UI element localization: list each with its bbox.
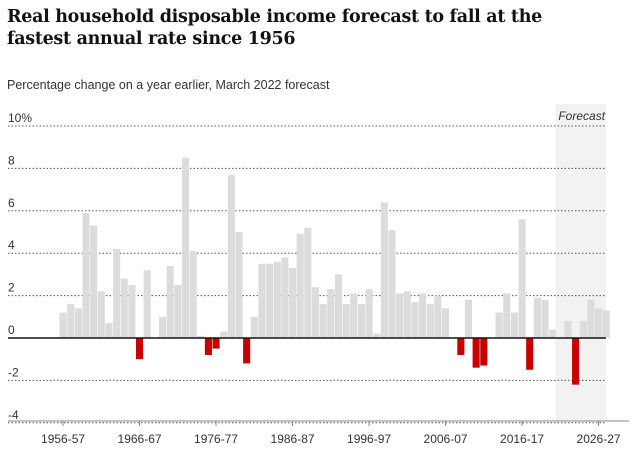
bar xyxy=(434,295,442,338)
bar xyxy=(67,304,75,338)
chart-subtitle: Percentage change on a year earlier, Mar… xyxy=(7,78,330,92)
bar xyxy=(510,312,518,338)
y-tick-label: 8 xyxy=(8,153,15,167)
y-tick-label: -4 xyxy=(8,408,19,422)
bar xyxy=(311,287,320,338)
y-tick-label: 0 xyxy=(8,323,15,337)
y-tick-label: 10% xyxy=(8,111,32,125)
bar xyxy=(342,304,350,338)
bar xyxy=(82,212,90,338)
bar xyxy=(158,316,167,338)
bar xyxy=(220,331,228,338)
bar xyxy=(181,157,189,338)
bar xyxy=(319,304,327,338)
bar xyxy=(59,312,67,338)
bar xyxy=(334,274,342,338)
bar xyxy=(579,321,587,338)
bar xyxy=(419,293,427,338)
bar xyxy=(572,338,580,385)
x-tick-label: 2026-27 xyxy=(577,432,621,446)
bar xyxy=(533,297,541,338)
bar xyxy=(549,329,557,338)
bar xyxy=(464,299,473,338)
bar xyxy=(273,261,281,338)
bar xyxy=(503,293,511,338)
bar xyxy=(74,308,82,338)
x-tick-label: 2006-07 xyxy=(424,432,468,446)
bar xyxy=(166,265,174,338)
bar xyxy=(113,248,121,338)
bar xyxy=(289,268,297,338)
bar xyxy=(235,232,243,338)
bar xyxy=(136,338,144,360)
y-tick-label: -2 xyxy=(8,365,19,379)
x-tick-label: 1986-87 xyxy=(271,432,315,446)
y-tick-label: 6 xyxy=(8,196,15,210)
bar xyxy=(120,278,128,338)
bar xyxy=(105,323,113,338)
bar xyxy=(587,299,595,338)
x-tick-label: 1966-67 xyxy=(118,432,162,446)
bar xyxy=(197,335,205,338)
bar xyxy=(411,301,419,338)
bar xyxy=(518,219,526,338)
bar xyxy=(90,225,98,338)
bar xyxy=(388,229,396,338)
bar xyxy=(541,299,549,338)
bar xyxy=(403,291,411,338)
y-tick-label: 4 xyxy=(8,238,15,252)
bar xyxy=(396,293,404,338)
bar xyxy=(457,338,465,355)
bar xyxy=(174,285,182,338)
bar xyxy=(128,285,136,338)
bar xyxy=(281,257,289,338)
bar xyxy=(357,304,365,338)
bar xyxy=(227,174,235,338)
bar xyxy=(258,263,266,338)
bar xyxy=(304,227,312,338)
bar xyxy=(442,308,450,338)
forecast-label: Forecast xyxy=(558,109,605,123)
y-tick-label: 2 xyxy=(8,281,15,295)
bar xyxy=(97,291,105,338)
bar xyxy=(143,270,151,338)
bar xyxy=(495,312,503,338)
bar xyxy=(266,263,274,338)
bar xyxy=(602,310,610,338)
bar xyxy=(204,338,212,355)
forecast-band xyxy=(555,104,606,421)
bar xyxy=(296,234,304,338)
x-tick-label: 1996-97 xyxy=(347,432,391,446)
x-tick-label: 1956-57 xyxy=(41,432,85,446)
bar xyxy=(212,338,220,349)
bar xyxy=(189,251,197,338)
x-tick-label: 2016-17 xyxy=(500,432,544,446)
bar xyxy=(327,289,335,338)
x-tick-label: 1976-77 xyxy=(194,432,238,446)
bar xyxy=(480,338,488,366)
bar xyxy=(373,333,381,338)
bar xyxy=(426,304,434,338)
bar xyxy=(564,321,572,338)
bar xyxy=(243,338,251,364)
bar xyxy=(380,202,388,338)
bar xyxy=(365,289,373,338)
bar xyxy=(472,338,480,368)
bar xyxy=(595,308,603,338)
bar xyxy=(250,316,258,338)
bar xyxy=(350,293,358,338)
bar xyxy=(526,338,534,370)
chart-title: Real household disposable income forecas… xyxy=(7,7,542,49)
